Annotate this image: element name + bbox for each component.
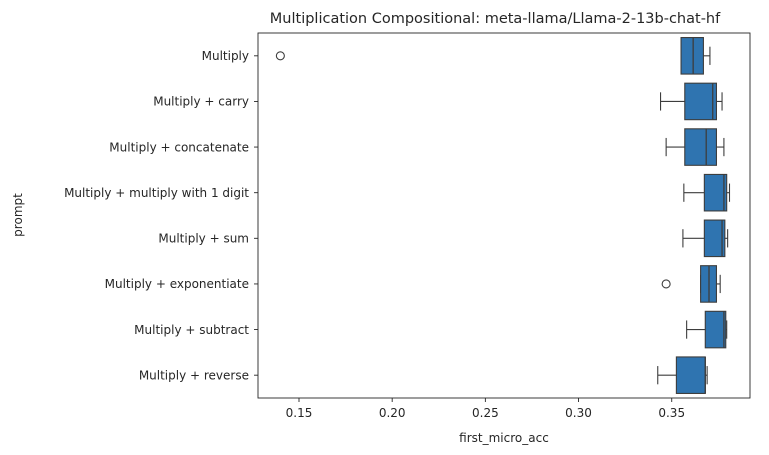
box-iqr	[684, 128, 718, 166]
plot-area	[275, 37, 731, 394]
box-group	[665, 128, 725, 166]
outlier-point	[275, 51, 285, 61]
outlier-point	[661, 279, 671, 289]
box-group	[275, 37, 711, 75]
chart-title: Multiplication Compositional: meta-llama…	[270, 11, 721, 27]
plot-frame	[257, 32, 751, 399]
box-iqr	[704, 310, 727, 349]
x-axis-label: first_micro_acc	[459, 431, 549, 445]
box-iqr	[680, 37, 704, 75]
y-tick-label: Multiply	[202, 49, 249, 63]
x-tick-label: 0.30	[565, 406, 592, 420]
x-axis: 0.15 0.20 0.25 0.30 0.35	[286, 398, 685, 420]
y-tick-label: Multiply + exponentiate	[105, 277, 249, 291]
box-group	[686, 310, 728, 349]
x-tick-label: 0.20	[379, 406, 406, 420]
box-iqr	[684, 82, 718, 121]
box-group	[657, 356, 708, 394]
x-tick-label: 0.35	[658, 406, 685, 420]
y-tick-label: Multiply + carry	[153, 95, 249, 109]
box-group	[682, 219, 729, 258]
y-axis: Multiply Multiply + carry Multiply + conca…	[64, 49, 258, 382]
box-group	[683, 173, 731, 212]
y-tick-label: Multiply + concatenate	[109, 140, 249, 154]
box-group	[659, 82, 723, 121]
x-tick-label: 0.25	[472, 406, 499, 420]
y-tick-label: Multiply + subtract	[134, 323, 249, 337]
box-iqr	[703, 173, 728, 212]
box-iqr	[703, 219, 726, 258]
y-tick-label: Multiply + reverse	[139, 368, 249, 382]
x-tick-label: 0.15	[286, 406, 313, 420]
y-tick-label: Multiply + sum	[158, 232, 249, 246]
y-tick-label: Multiply + multiply with 1 digit	[64, 186, 249, 200]
box-group	[661, 265, 721, 303]
y-axis-label: prompt	[11, 193, 25, 237]
box-iqr	[675, 356, 706, 394]
